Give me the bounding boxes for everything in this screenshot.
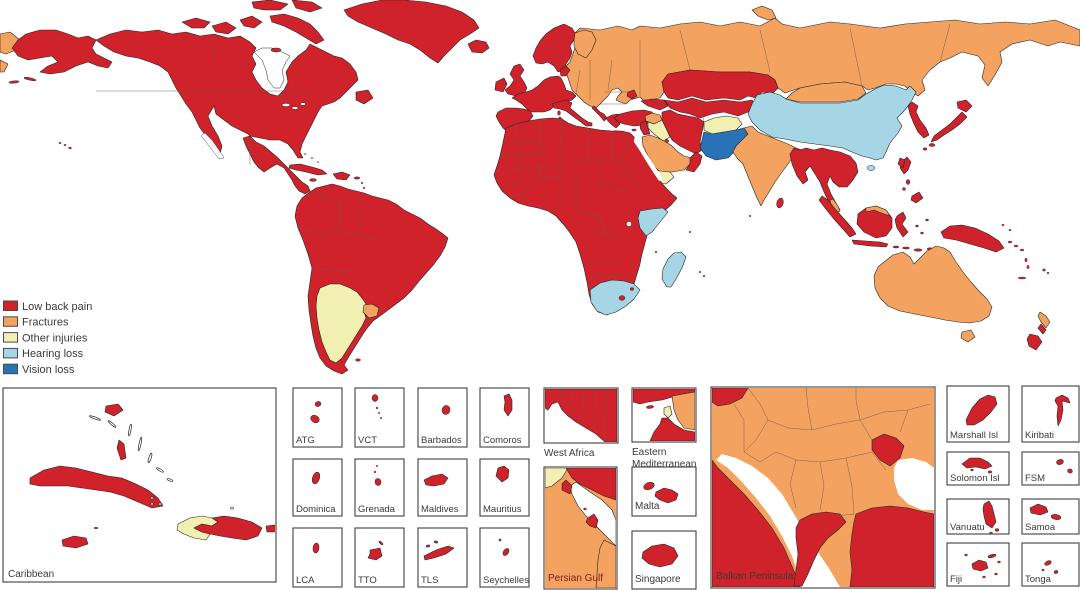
svg-text:Comoros: Comoros: [483, 435, 522, 446]
svg-text:Barbados: Barbados: [421, 435, 462, 446]
svg-text:Fiji: Fiji: [950, 574, 962, 585]
svg-text:FSM: FSM: [1025, 473, 1045, 484]
svg-text:Low back pain: Low back pain: [22, 301, 92, 313]
svg-text:Fractures: Fractures: [22, 317, 69, 329]
svg-text:Solomon Isl: Solomon Isl: [950, 473, 1000, 484]
svg-text:Mediterranean: Mediterranean: [632, 459, 696, 470]
svg-text:Tonga: Tonga: [1025, 574, 1052, 585]
svg-text:VCT: VCT: [358, 435, 377, 446]
svg-text:TTO: TTO: [358, 575, 377, 586]
svg-text:Maldives: Maldives: [421, 504, 459, 515]
svg-text:Eastern: Eastern: [632, 447, 666, 458]
svg-text:Kiribati: Kiribati: [1025, 430, 1054, 441]
svg-text:LCA: LCA: [296, 575, 315, 586]
svg-text:Dominica: Dominica: [296, 504, 336, 515]
svg-text:Seychelles: Seychelles: [483, 575, 529, 586]
svg-text:Other injuries: Other injuries: [22, 332, 88, 344]
svg-text:West Africa: West Africa: [544, 448, 595, 459]
svg-text:Mauritius: Mauritius: [483, 504, 522, 515]
svg-text:Vision loss: Vision loss: [22, 364, 75, 376]
svg-text:Caribbean: Caribbean: [8, 569, 54, 580]
svg-text:Marshall Isl: Marshall Isl: [950, 430, 998, 441]
svg-text:Balkan Peninsula: Balkan Peninsula: [716, 571, 794, 582]
svg-text:TLS: TLS: [421, 575, 438, 586]
svg-text:Singapore: Singapore: [635, 574, 681, 585]
svg-text:Vanuatu: Vanuatu: [950, 522, 985, 533]
svg-text:Samoa: Samoa: [1025, 522, 1056, 533]
svg-text:ATG: ATG: [296, 435, 315, 446]
svg-text:Persian Gulf: Persian Gulf: [548, 573, 603, 584]
svg-text:Grenada: Grenada: [358, 504, 396, 515]
svg-text:Malta: Malta: [635, 501, 660, 512]
svg-text:Hearing loss: Hearing loss: [22, 348, 84, 360]
